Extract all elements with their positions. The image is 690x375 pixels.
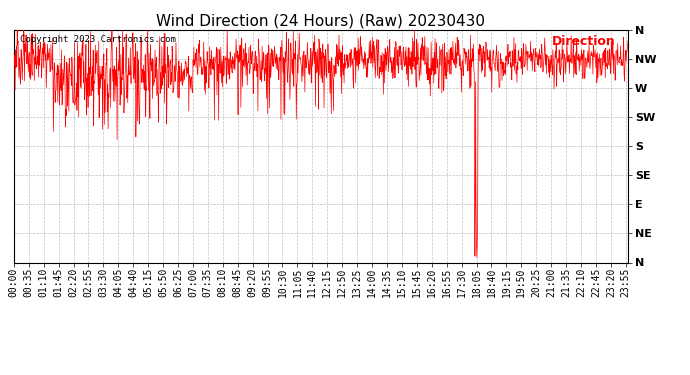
- Text: Direction: Direction: [552, 34, 615, 48]
- Text: Copyright 2023 Cartronics.com: Copyright 2023 Cartronics.com: [20, 34, 176, 44]
- Title: Wind Direction (24 Hours) (Raw) 20230430: Wind Direction (24 Hours) (Raw) 20230430: [157, 14, 485, 29]
